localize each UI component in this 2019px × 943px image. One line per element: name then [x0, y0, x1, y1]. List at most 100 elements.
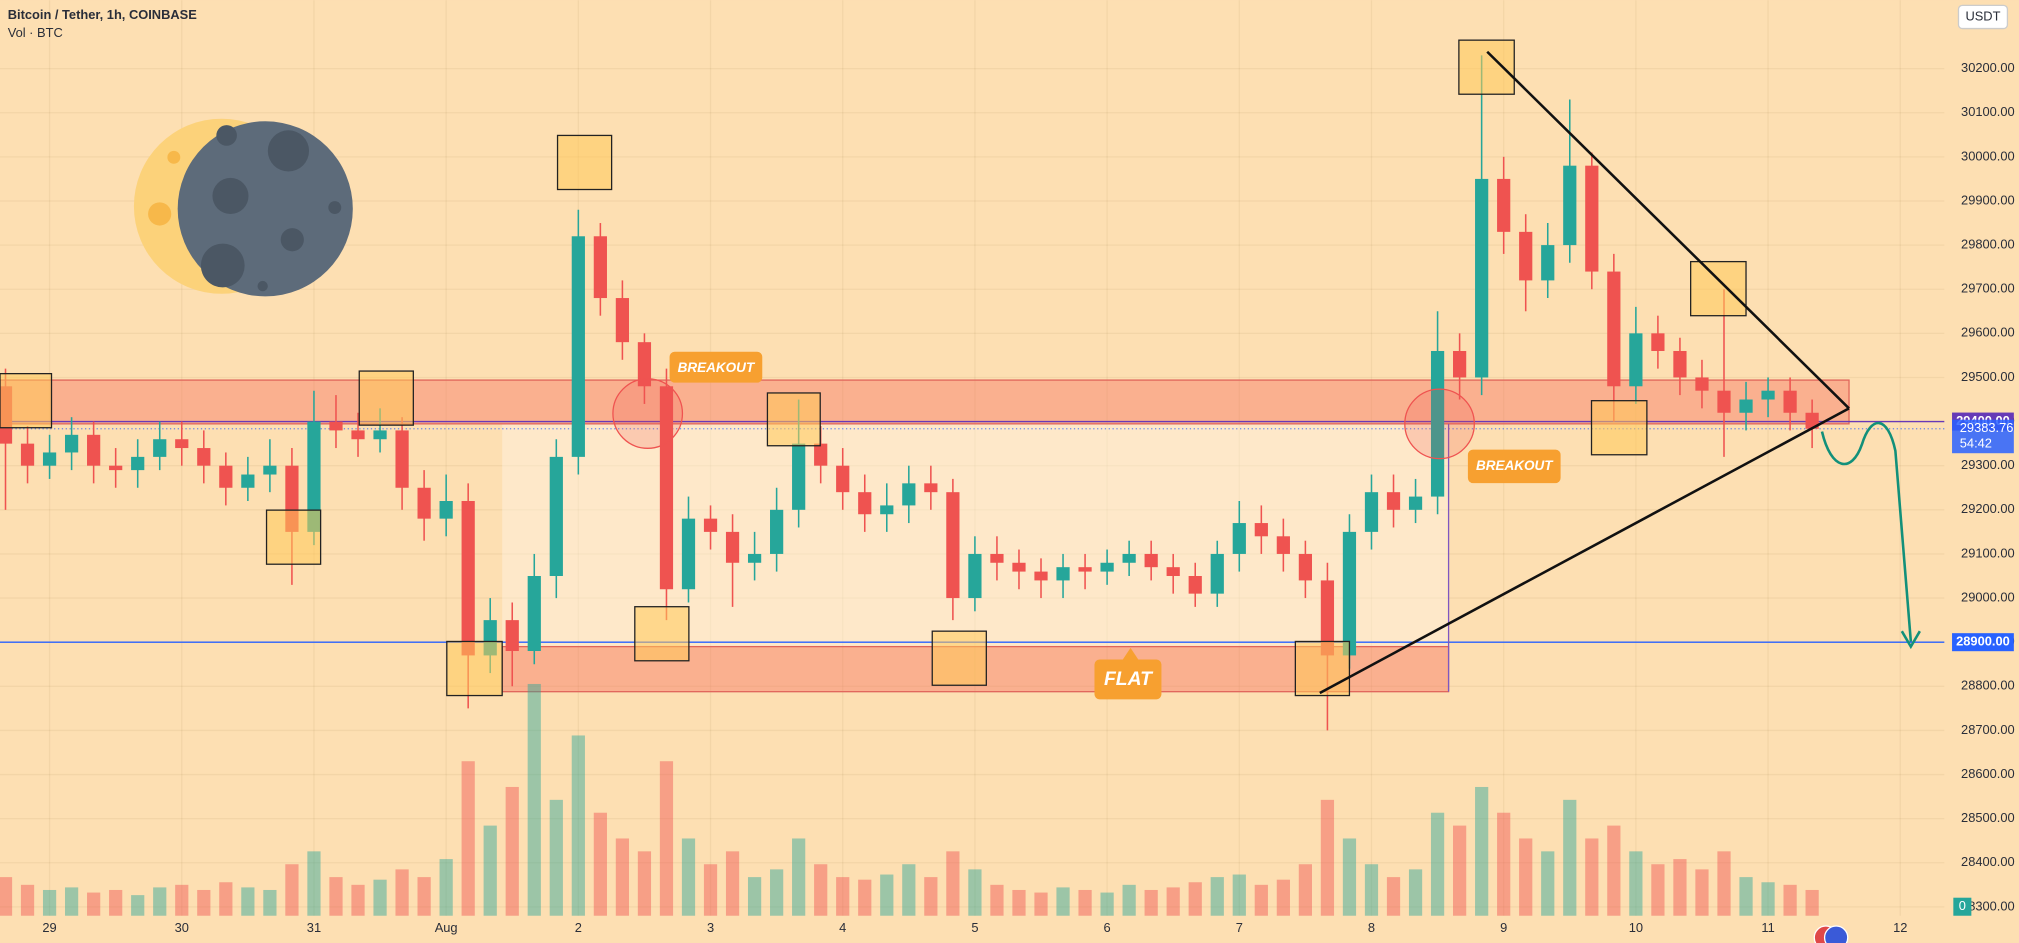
x-tick-label: 3	[707, 920, 714, 935]
candle-body	[858, 492, 872, 515]
candle-body	[1034, 571, 1048, 581]
triangle	[1319, 50, 1850, 695]
candle-body	[1012, 562, 1026, 572]
y-tick-label: 28400.00	[1961, 854, 2015, 869]
volume-bar	[593, 812, 607, 916]
candle-body	[1453, 350, 1467, 378]
volume-bar	[1629, 851, 1643, 916]
volume-bar	[770, 869, 784, 916]
volume-bar	[505, 786, 519, 916]
annotation: BREAKOUT	[1476, 458, 1554, 473]
volume-bar	[1408, 869, 1423, 916]
candle-body	[659, 386, 674, 590]
candle-body	[527, 576, 541, 652]
candle-body	[946, 492, 960, 599]
volume-bar	[637, 851, 652, 916]
volume-bar	[792, 838, 806, 916]
candle-body	[725, 531, 740, 563]
x-tick-label: 29	[42, 920, 56, 935]
candle-body	[792, 443, 806, 510]
volume-bar	[1342, 838, 1357, 916]
y-tick-label: 29100.00	[1961, 545, 2015, 560]
volume-bar	[1144, 889, 1158, 916]
x-tick-label: 11	[1761, 920, 1774, 935]
volume-bar	[1761, 882, 1775, 916]
currency-label[interactable]: USDT	[1965, 8, 2000, 23]
candle-body	[968, 553, 982, 599]
volume-bar	[549, 799, 563, 916]
candle-body	[1276, 536, 1290, 554]
arrow-head	[1900, 630, 1921, 650]
candle-body	[1497, 178, 1511, 232]
candle-body	[373, 430, 387, 440]
candle-body	[1210, 553, 1224, 594]
candle-body	[1585, 165, 1599, 272]
volume-bar	[461, 761, 475, 916]
currency-button[interactable]	[1957, 4, 2009, 30]
volume-bar	[1232, 874, 1246, 916]
candle-body	[395, 430, 409, 488]
volume-bar	[1056, 887, 1070, 916]
candle-body	[1783, 390, 1797, 413]
candle-body	[241, 474, 255, 488]
breakout-circle	[612, 378, 684, 449]
candle-body	[814, 443, 828, 466]
volume-bar	[880, 874, 894, 916]
candle-body	[1188, 576, 1202, 594]
volume-bar	[571, 735, 585, 916]
candle-body	[615, 298, 630, 343]
candle-body	[1320, 580, 1335, 656]
y-tick-label: 28700.00	[1961, 722, 2015, 737]
x-tick-label: 31	[307, 920, 321, 935]
candle-body	[1519, 231, 1533, 281]
volume-bar	[1475, 786, 1489, 916]
volume-bar	[285, 864, 299, 916]
candle-body	[902, 483, 916, 506]
moon-icon	[133, 118, 353, 297]
volume-bar	[1783, 884, 1797, 916]
y-tick-label: 30100.00	[1961, 104, 2015, 119]
candle-body	[1739, 399, 1753, 413]
candle-body	[1717, 390, 1731, 413]
volume-bar	[1078, 889, 1092, 916]
volume-bar	[924, 877, 938, 916]
volume-bar	[131, 895, 145, 916]
candle-body	[109, 465, 123, 471]
volume-label-box	[1953, 897, 1972, 916]
candle-body	[307, 421, 321, 532]
volume-bar	[836, 877, 850, 916]
candle-body	[1673, 350, 1687, 378]
candle-body	[1100, 562, 1114, 572]
candle-body	[703, 518, 718, 532]
volume-bar	[219, 882, 233, 916]
candle-body	[505, 620, 519, 652]
volume-bar	[1519, 838, 1533, 916]
candle-body	[1364, 492, 1379, 532]
candle-body	[1629, 333, 1643, 387]
volume-bar	[1739, 877, 1753, 916]
volume-bar	[1563, 799, 1577, 916]
x-tick-label: 8	[1368, 920, 1375, 935]
volume-bar	[1717, 851, 1731, 916]
volume-bar	[946, 851, 960, 916]
volume-bar	[20, 884, 35, 916]
candle-body	[175, 439, 189, 449]
label-pointer	[1122, 647, 1139, 660]
volume-bar	[1673, 859, 1687, 916]
candle-body	[64, 434, 79, 453]
y-tick-label: 29900.00	[1961, 192, 2015, 207]
x-tick-label: 5	[971, 920, 978, 935]
y-tick-label: 29700.00	[1961, 281, 2015, 296]
x-tick-label: 12	[1893, 920, 1907, 935]
volume-bar	[263, 889, 277, 916]
y-tick-label: 29000.00	[1961, 589, 2015, 604]
price-label-box	[1952, 633, 2014, 652]
candle-body	[1761, 390, 1775, 400]
candle-body	[571, 236, 585, 457]
y-tick-label: 29200.00	[1961, 501, 2015, 516]
annotation: FLAT	[1104, 669, 1154, 690]
x-tick-label: 4	[839, 920, 846, 935]
candle-body	[549, 456, 563, 577]
volume-bar	[1364, 864, 1379, 916]
